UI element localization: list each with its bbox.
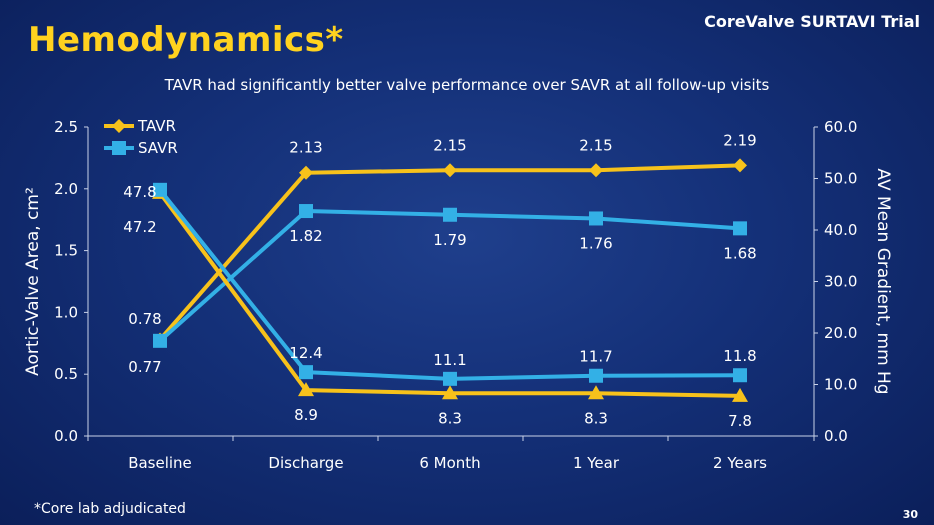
data-label-tavr-area: 0.78 bbox=[128, 310, 161, 328]
right-tick-label: 0.0 bbox=[824, 427, 848, 445]
data-label-tavr-gradient: 47.2 bbox=[123, 218, 156, 236]
data-point-savr-gradient bbox=[153, 182, 167, 197]
right-axis-title: AV Mean Gradient, mm Hg bbox=[873, 168, 893, 394]
x-category-label: Baseline bbox=[128, 454, 192, 472]
legend-marker-tavr bbox=[112, 119, 126, 133]
data-point-savr-gradient bbox=[589, 368, 603, 383]
left-tick-label: 2.5 bbox=[54, 118, 78, 136]
right-tick-label: 10.0 bbox=[824, 376, 857, 394]
x-category-label: 2 Years bbox=[713, 454, 767, 472]
data-label-savr-area: 1.82 bbox=[289, 227, 322, 245]
right-tick-label: 20.0 bbox=[824, 324, 857, 342]
right-tick-label: 60.0 bbox=[824, 118, 857, 136]
right-tick-label: 30.0 bbox=[824, 273, 857, 291]
data-label-savr-area: 1.76 bbox=[579, 234, 612, 252]
left-tick-label: 2.0 bbox=[54, 180, 78, 198]
x-category-label: 6 Month bbox=[419, 454, 480, 472]
data-point-tavr-area bbox=[299, 165, 313, 180]
data-label-tavr-area: 2.15 bbox=[433, 136, 466, 154]
data-point-savr-area bbox=[299, 204, 313, 219]
right-tick-label: 40.0 bbox=[824, 221, 857, 239]
data-point-savr-gradient bbox=[299, 365, 313, 380]
data-label-tavr-gradient: 8.3 bbox=[438, 409, 462, 427]
left-tick-label: 1.0 bbox=[54, 303, 78, 321]
data-point-savr-gradient bbox=[733, 368, 747, 383]
data-label-savr-area: 1.79 bbox=[433, 231, 466, 249]
x-category-label: 1 Year bbox=[573, 454, 620, 472]
trial-brand: CoreValve SURTAVI Trial bbox=[704, 12, 920, 31]
data-point-tavr-area bbox=[733, 158, 747, 173]
data-label-savr-gradient: 11.8 bbox=[723, 347, 756, 365]
data-label-savr-area: 0.77 bbox=[128, 358, 161, 376]
left-axis-title: Aortic-Valve Area, cm² bbox=[23, 187, 43, 376]
data-point-tavr-gradient bbox=[732, 387, 748, 402]
data-label-savr-gradient: 47.8 bbox=[123, 183, 156, 201]
data-point-savr-area bbox=[589, 211, 603, 226]
data-point-tavr-gradient bbox=[298, 382, 314, 397]
data-label-savr-area: 1.68 bbox=[723, 244, 756, 262]
data-label-savr-gradient: 12.4 bbox=[289, 344, 322, 362]
data-point-tavr-area bbox=[589, 163, 603, 178]
page-number: 30 bbox=[902, 508, 918, 521]
right-tick-label: 50.0 bbox=[824, 170, 857, 188]
data-label-tavr-area: 2.15 bbox=[579, 136, 612, 154]
data-label-tavr-area: 2.19 bbox=[723, 131, 756, 149]
slide-title: Hemodynamics* bbox=[28, 20, 344, 60]
slide-subtitle: TAVR had significantly better valve perf… bbox=[164, 76, 770, 94]
left-tick-label: 0.5 bbox=[54, 365, 78, 383]
data-point-savr-area bbox=[733, 221, 747, 236]
data-label-tavr-gradient: 8.9 bbox=[294, 406, 318, 424]
data-label-savr-gradient: 11.7 bbox=[579, 348, 612, 366]
data-point-savr-area bbox=[443, 207, 457, 222]
data-point-savr-area bbox=[153, 333, 167, 348]
left-tick-label: 1.5 bbox=[54, 242, 78, 260]
legend-label-savr: SAVR bbox=[138, 139, 178, 157]
footnote: *Core lab adjudicated bbox=[34, 501, 186, 517]
data-label-tavr-area: 2.13 bbox=[289, 139, 322, 157]
data-point-savr-gradient bbox=[443, 371, 457, 386]
data-label-savr-gradient: 11.1 bbox=[433, 351, 466, 369]
data-point-tavr-area bbox=[443, 163, 457, 178]
legend-label-tavr: TAVR bbox=[137, 117, 176, 135]
data-point-tavr-gradient bbox=[442, 385, 458, 400]
x-category-label: Discharge bbox=[268, 454, 343, 472]
data-point-tavr-gradient bbox=[588, 385, 604, 400]
legend-marker-savr bbox=[112, 141, 126, 155]
data-label-tavr-gradient: 7.8 bbox=[728, 412, 752, 430]
left-tick-label: 0.0 bbox=[54, 427, 78, 445]
data-label-tavr-gradient: 8.3 bbox=[584, 409, 608, 427]
